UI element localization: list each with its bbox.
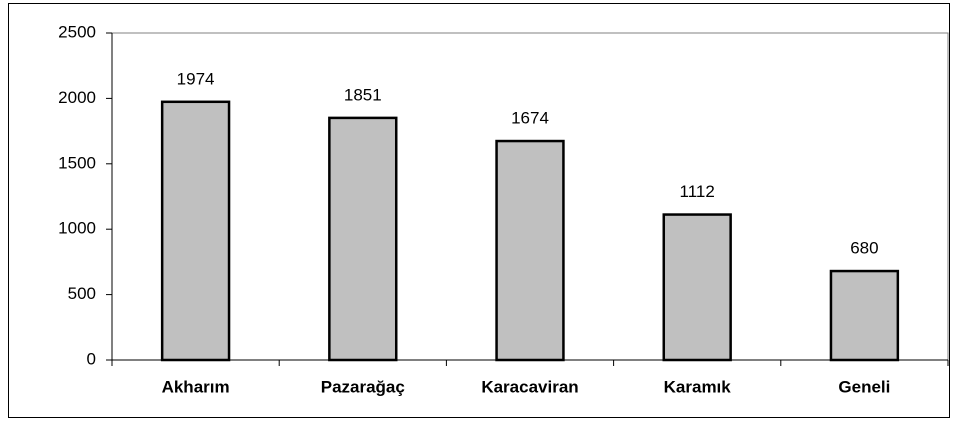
- bar: [662, 213, 732, 362]
- x-tick-label: Karamık: [664, 377, 732, 396]
- data-label: 1112: [680, 182, 715, 201]
- data-label: 680: [850, 239, 878, 258]
- y-tick-label: 500: [68, 284, 96, 303]
- x-tick-label: Karacaviran: [481, 377, 578, 396]
- bar: [160, 100, 231, 362]
- data-label: 1674: [511, 109, 549, 128]
- bar: [328, 116, 398, 362]
- y-tick-label: 0: [87, 349, 96, 368]
- data-label: 1974: [177, 69, 215, 88]
- x-tick-label: Geneli: [838, 377, 890, 396]
- plot-border: [112, 32, 949, 360]
- bar: [829, 269, 900, 362]
- bar: [495, 139, 565, 362]
- y-tick-label: 1000: [58, 219, 96, 238]
- data-label: 1851: [344, 85, 382, 104]
- chart-frame: [8, 3, 950, 418]
- y-tick-label: 2000: [58, 88, 96, 107]
- x-tick-label: Pazarağaç: [321, 377, 405, 396]
- y-tick-label: 2500: [58, 22, 96, 41]
- y-tick-label: 1500: [58, 153, 96, 172]
- x-tick-label: Akharım: [162, 377, 230, 396]
